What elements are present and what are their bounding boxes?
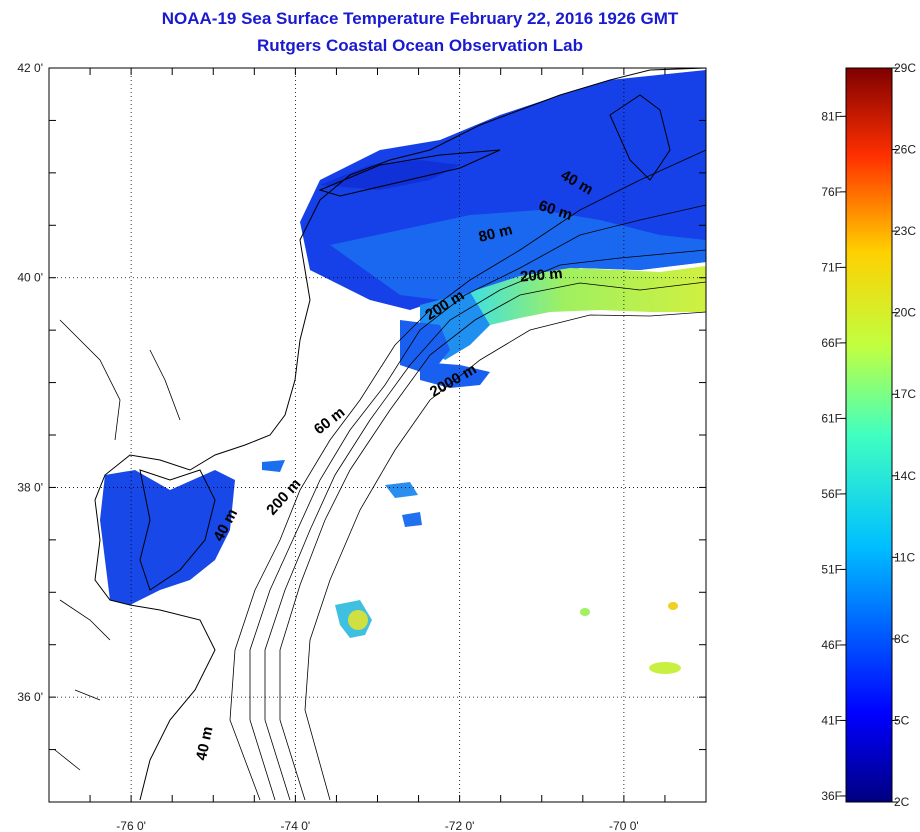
- colorbar-label-f: 46F: [821, 638, 842, 652]
- sst-chesapeake: [100, 470, 235, 605]
- colorbar-ticks: 2C 5C 8C 11C 14C 17C 20C 23C 26C 29C 36F 41F 46F 51F 5…: [821, 61, 916, 809]
- colorbar-label-f: 61F: [821, 411, 842, 425]
- lon-tick-label: -74 0': [281, 819, 311, 832]
- colorbar-label-f: 81F: [821, 109, 842, 123]
- colorbar-label-f: 66F: [821, 336, 842, 350]
- colorbar-label-f: 36F: [821, 789, 842, 803]
- isobath-40m: [229, 149, 706, 801]
- sst-offshore-patch-1: [385, 482, 418, 498]
- map-title: NOAA-19 Sea Surface Temperature February…: [161, 9, 679, 28]
- isobath-80m: [264, 249, 706, 801]
- colorbar: [845, 67, 893, 803]
- colorbar-label-f: 51F: [821, 562, 842, 576]
- sst-warm-eddy-4: [580, 608, 590, 616]
- coastline: [54, 68, 706, 801]
- colorbar-label-f: 71F: [821, 260, 842, 274]
- colorbar-label-f: 41F: [821, 713, 842, 727]
- colorbar-label-f: 56F: [821, 487, 842, 501]
- map-subtitle: Rutgers Coastal Ocean Observation Lab: [257, 36, 583, 55]
- inland-rivers: [54, 319, 181, 771]
- graticule: [49, 68, 706, 802]
- contour-label: 200 m: [263, 476, 304, 519]
- isobath-contours: [229, 149, 706, 801]
- sst-delaware-patch: [262, 460, 285, 472]
- contour-label: 200 m: [519, 265, 563, 286]
- colorbar-label-c: 8C: [894, 632, 910, 646]
- colorbar-label-c: 14C: [894, 469, 916, 483]
- lat-tick-label: 36 0': [17, 690, 43, 704]
- long-island-outline: [318, 149, 501, 197]
- lon-tick-label: -76 0': [116, 819, 146, 832]
- colorbar-label-f: 76F: [821, 185, 842, 199]
- lon-tick-label: -72 0': [445, 819, 475, 832]
- colorbar-label-c: 20C: [894, 306, 916, 320]
- sst-warm-band: [470, 266, 706, 325]
- colorbar-label-c: 2C: [894, 795, 910, 809]
- east-coast-outline: [94, 68, 706, 801]
- sst-long-island-sound: [320, 160, 460, 190]
- sst-warm-eddy-3: [668, 602, 678, 610]
- sst-shelf-mid: [330, 210, 706, 300]
- sst-warm-eddy-1: [348, 610, 368, 630]
- colorbar-label-c: 11C: [894, 550, 915, 564]
- colorbar-label-c: 29C: [894, 61, 916, 75]
- isobath-60m: [249, 204, 706, 801]
- axis-ticks: [48, 67, 707, 803]
- cape-cod-outline: [609, 94, 671, 181]
- sst-offshore-patch-2: [402, 512, 422, 527]
- colorbar-label-c: 5C: [894, 713, 910, 727]
- sst-warm-eddy-2: [649, 662, 681, 674]
- lon-tick-label: -70 0': [609, 819, 639, 832]
- sst-hudson-patch: [420, 362, 490, 388]
- sst-imagery: [100, 70, 706, 674]
- colorbar-label-c: 17C: [894, 387, 916, 401]
- lat-tick-label: 40 0': [17, 271, 43, 285]
- lat-tick-label: 42 0': [17, 61, 43, 75]
- lat-tick-label: 38 0': [17, 480, 43, 494]
- delmarva-outline: [139, 469, 216, 591]
- isobath-200m: [279, 281, 706, 801]
- colorbar-label-c: 23C: [894, 224, 916, 238]
- contour-label: 60 m: [311, 404, 348, 438]
- contour-label: 40 m: [193, 725, 217, 762]
- colorbar-label-c: 26C: [894, 143, 916, 157]
- isobath-2000m: [304, 311, 706, 801]
